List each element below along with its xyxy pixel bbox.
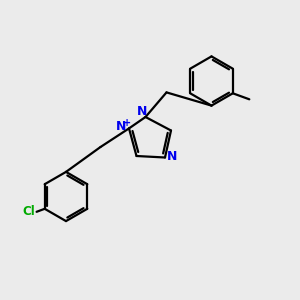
Text: +: + [122,118,131,128]
Text: N: N [137,105,147,118]
Text: N: N [167,150,177,164]
Text: Cl: Cl [23,205,35,218]
Text: N: N [116,120,126,134]
